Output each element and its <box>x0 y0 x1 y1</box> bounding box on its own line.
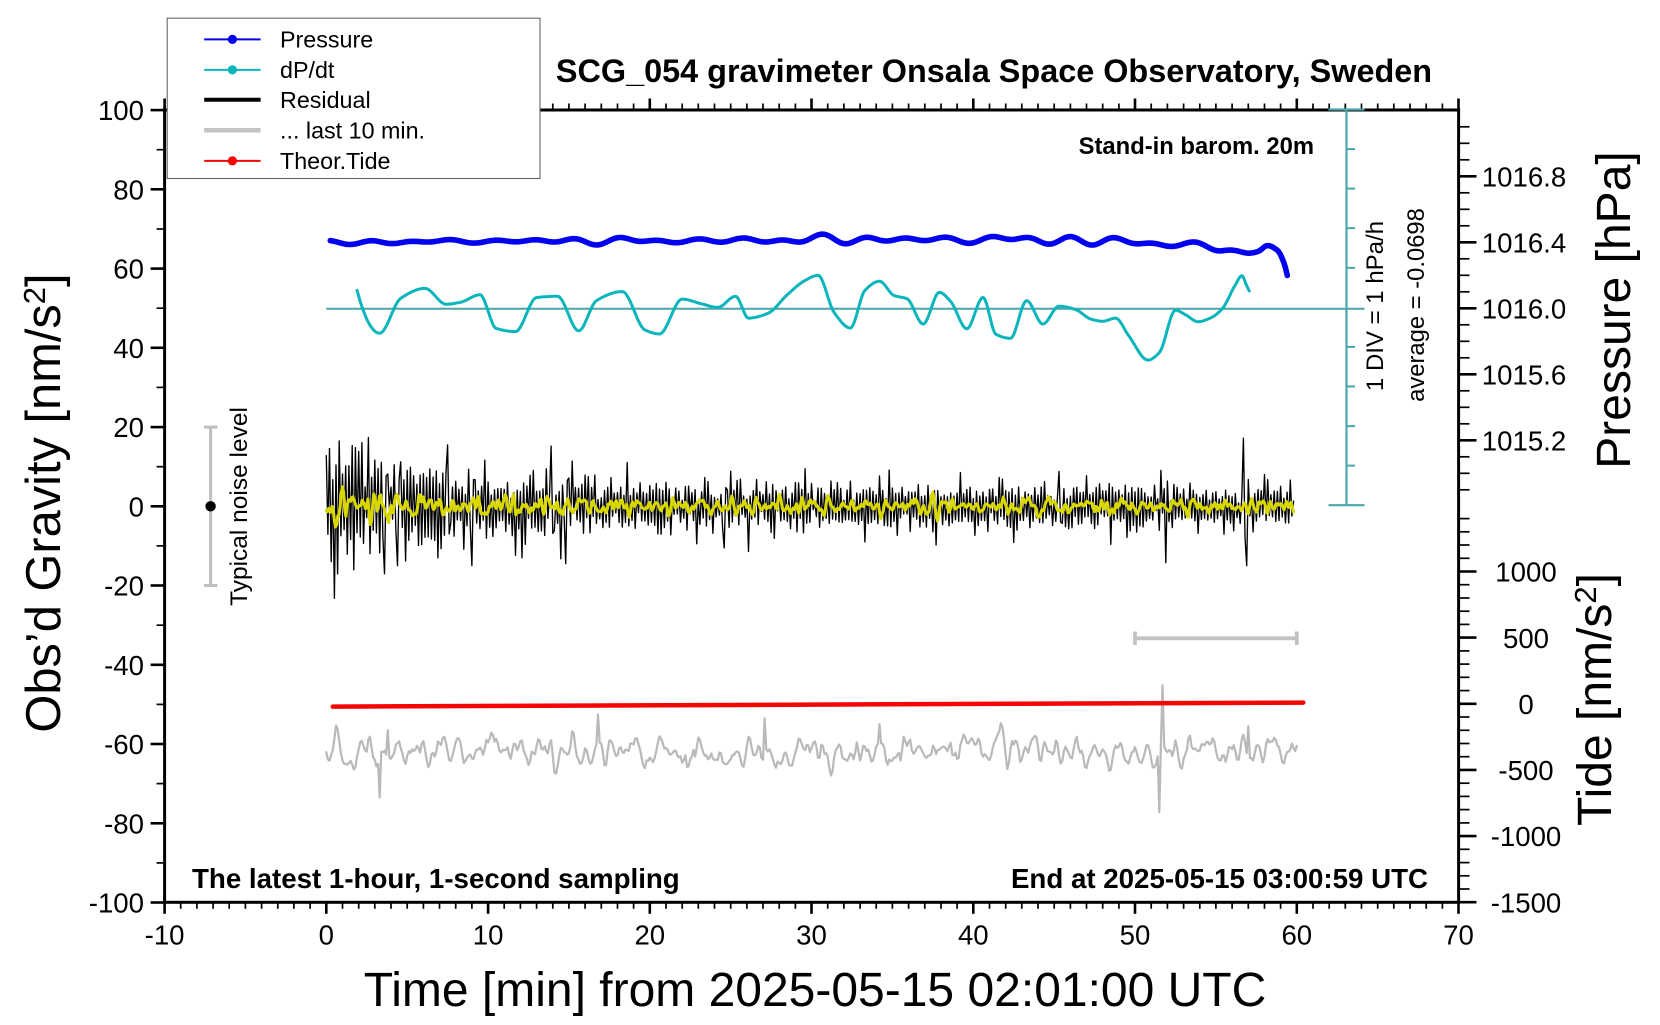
svg-text:40: 40 <box>113 333 144 364</box>
svg-text:-10: -10 <box>145 920 185 951</box>
svg-text:average = -0.0698: average = -0.0698 <box>1403 208 1430 402</box>
svg-text:SCG_054 gravimeter Onsala Spac: SCG_054 gravimeter Onsala Space Observat… <box>556 53 1432 89</box>
svg-text:70: 70 <box>1443 920 1474 951</box>
svg-text:The latest 1-hour, 1-second sa: The latest 1-hour, 1-second sampling <box>192 863 680 894</box>
svg-text:100: 100 <box>98 95 144 126</box>
svg-text:Obs’d Gravity [nm/s2]: Obs’d Gravity [nm/s2] <box>17 273 71 732</box>
svg-text:-100: -100 <box>89 888 144 919</box>
svg-text:60: 60 <box>1281 920 1312 951</box>
svg-text:0: 0 <box>129 491 144 522</box>
svg-text:-1000: -1000 <box>1491 821 1562 852</box>
svg-text:0: 0 <box>1518 689 1533 720</box>
svg-text:-1500: -1500 <box>1491 887 1562 918</box>
svg-text:500: 500 <box>1503 623 1549 654</box>
svg-text:60: 60 <box>113 254 144 285</box>
svg-text:1015.6: 1015.6 <box>1482 359 1566 390</box>
svg-text:-20: -20 <box>104 571 144 602</box>
svg-text:1015.2: 1015.2 <box>1482 425 1566 456</box>
svg-text:dP/dt: dP/dt <box>280 57 335 83</box>
svg-text:20: 20 <box>113 412 144 443</box>
svg-text:-60: -60 <box>104 729 144 760</box>
svg-text:Typical noise level: Typical noise level <box>226 407 253 606</box>
svg-text:Time [min] from 2025-05-15 02:: Time [min] from 2025-05-15 02:01:00 UTC <box>364 964 1267 1017</box>
svg-text:50: 50 <box>1120 920 1151 951</box>
svg-text:Pressure [hPa]: Pressure [hPa] <box>1588 151 1641 468</box>
svg-text:20: 20 <box>634 920 665 951</box>
svg-text:Pressure: Pressure <box>280 27 373 53</box>
svg-text:1 DIV = 1 hPa/h: 1 DIV = 1 hPa/h <box>1362 221 1389 391</box>
svg-text:40: 40 <box>958 920 989 951</box>
svg-text:80: 80 <box>113 174 144 205</box>
svg-text:1000: 1000 <box>1495 557 1556 588</box>
svg-text:-40: -40 <box>104 650 144 681</box>
svg-text:... last 10 min.: ... last 10 min. <box>280 118 425 144</box>
svg-text:Residual: Residual <box>280 87 371 113</box>
svg-text:1016.4: 1016.4 <box>1482 227 1566 258</box>
svg-text:Theor.Tide: Theor.Tide <box>280 148 391 174</box>
svg-text:10: 10 <box>473 920 504 951</box>
svg-text:Stand-in barom. 20m: Stand-in barom. 20m <box>1079 133 1314 160</box>
svg-text:-80: -80 <box>104 808 144 839</box>
svg-text:30: 30 <box>796 920 827 951</box>
svg-text:1016.0: 1016.0 <box>1482 293 1566 324</box>
svg-text:Tide [nm/s2]: Tide [nm/s2] <box>1568 573 1622 826</box>
svg-text:0: 0 <box>319 920 334 951</box>
svg-text:1016.8: 1016.8 <box>1482 161 1566 192</box>
svg-text:End at 2025-05-15 03:00:59 UTC: End at 2025-05-15 03:00:59 UTC <box>1011 863 1428 894</box>
svg-text:-500: -500 <box>1498 755 1553 786</box>
